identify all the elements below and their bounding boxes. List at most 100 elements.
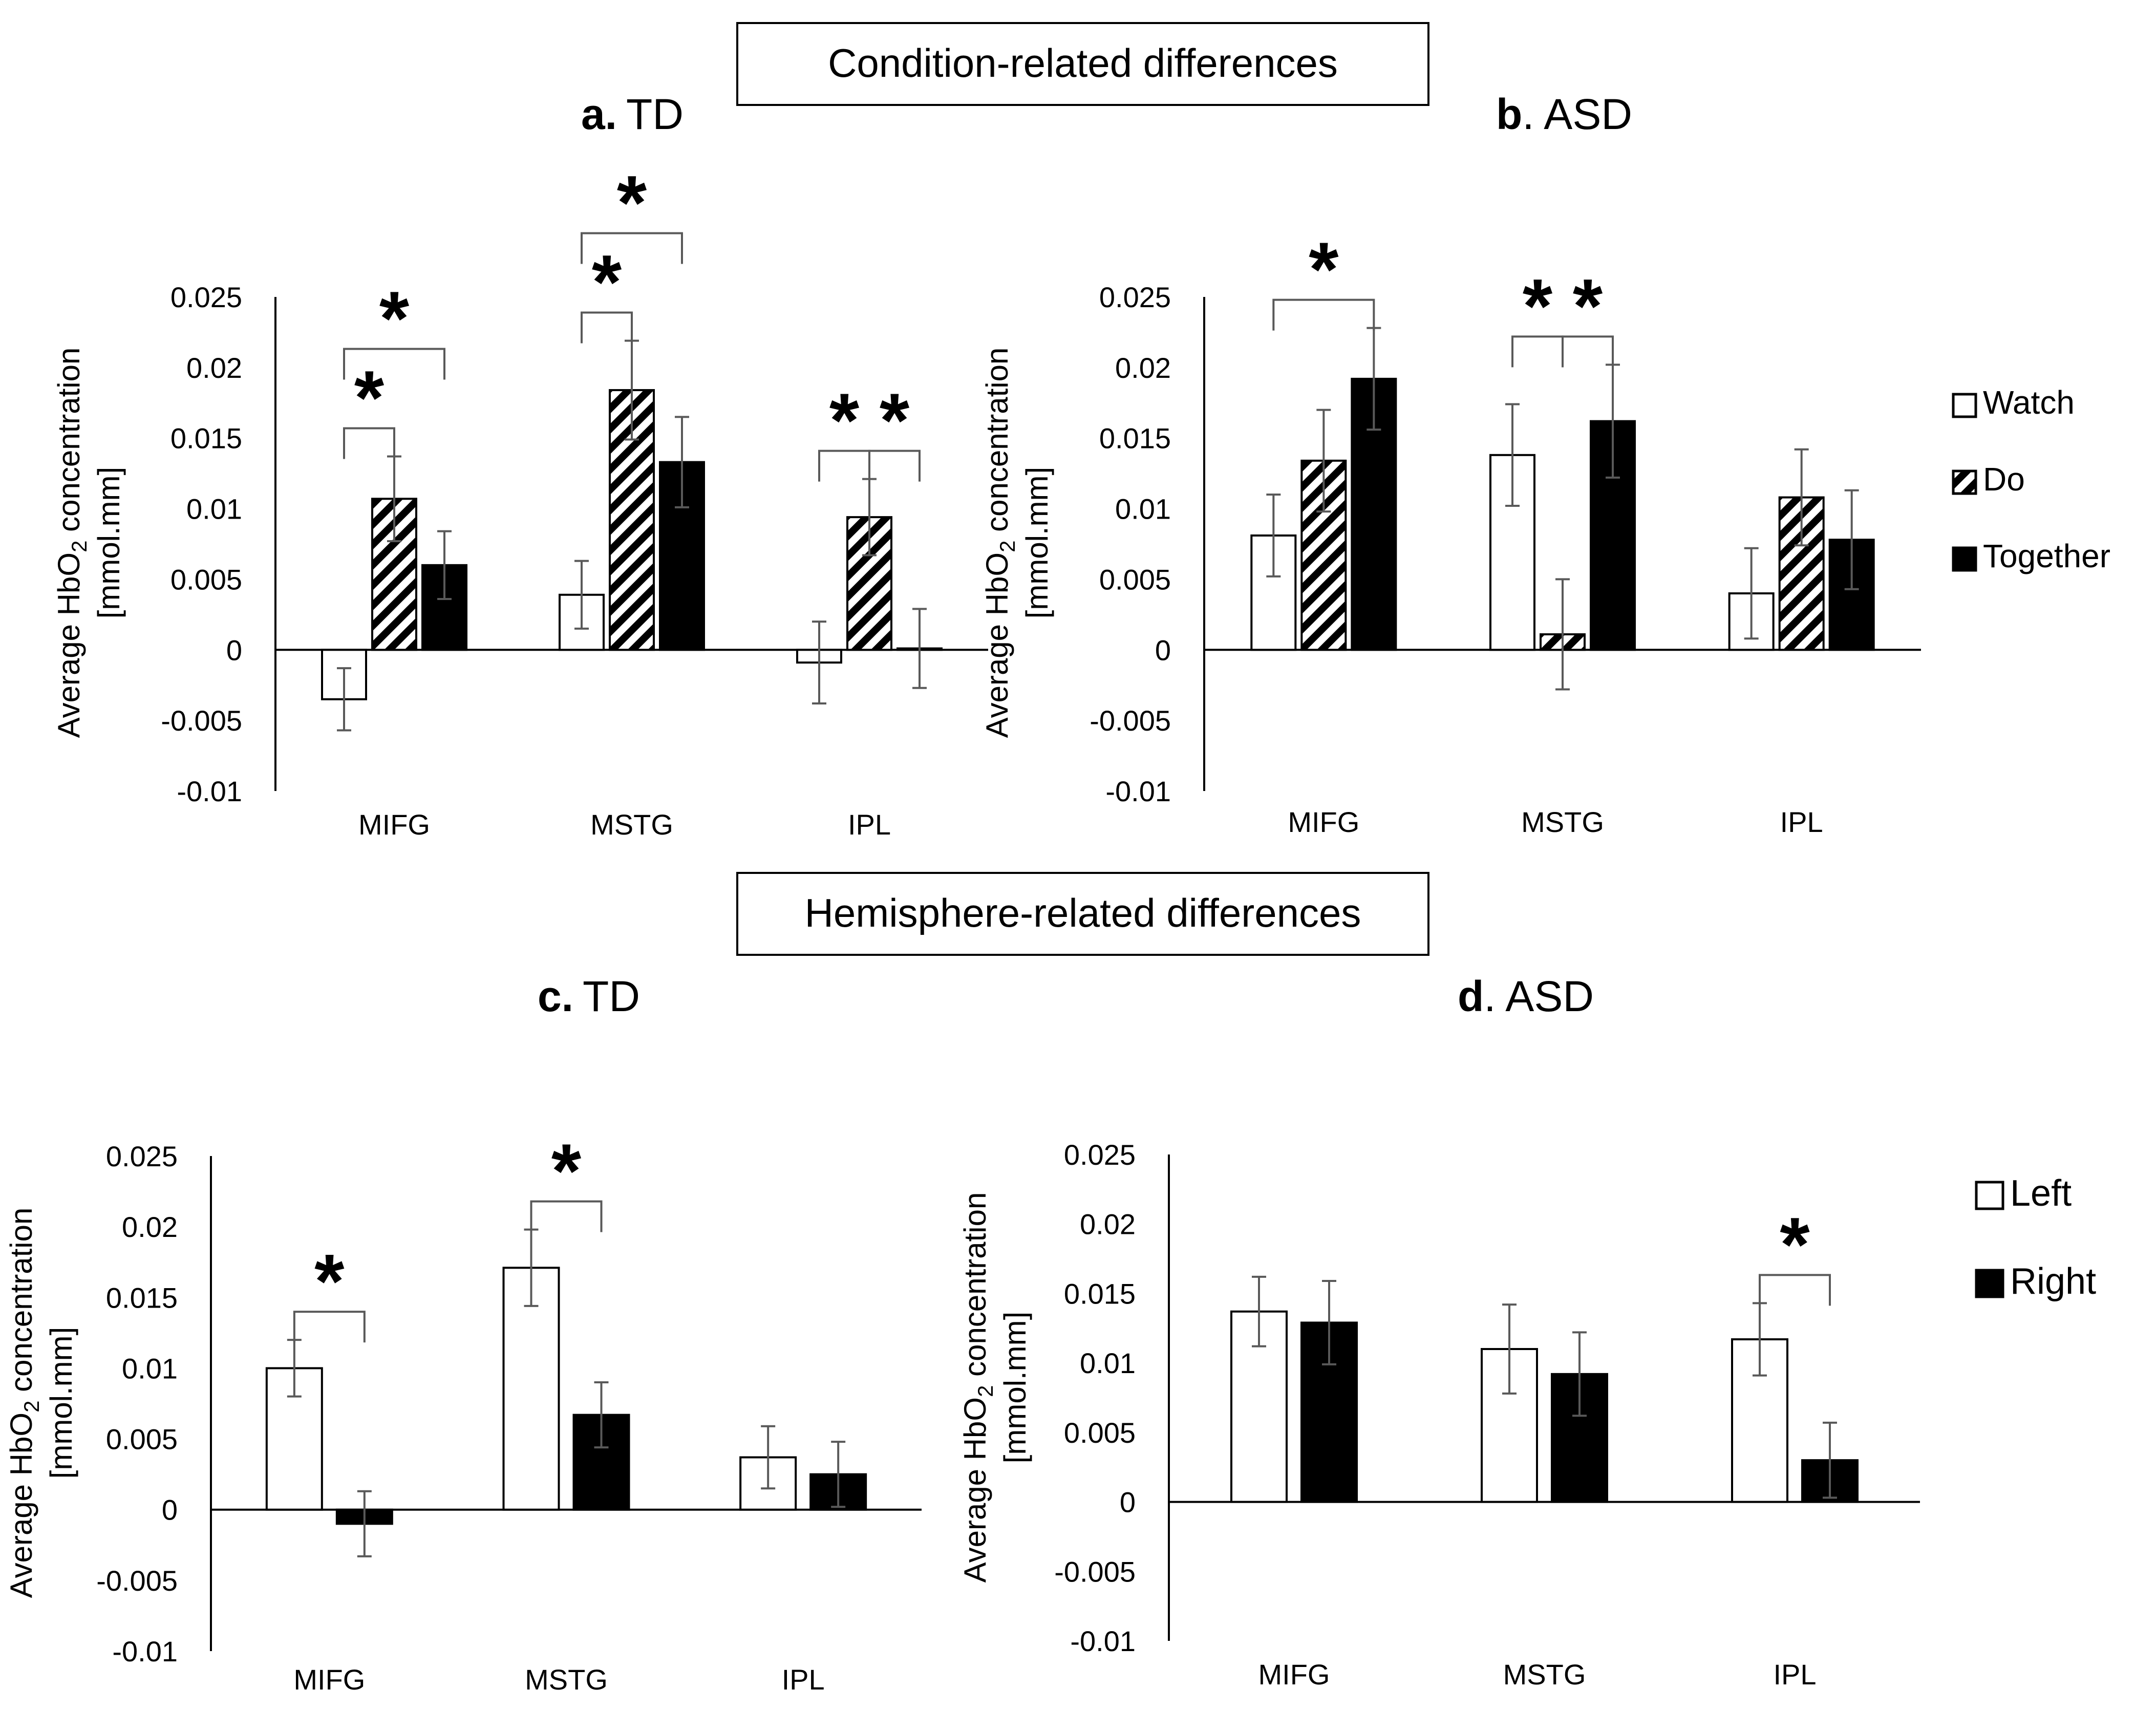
y-tick-label: 0.025	[106, 1140, 178, 1172]
panel-d-letter: d	[1458, 972, 1484, 1020]
significance-asterisk: *	[1309, 226, 1339, 312]
significance-asterisk: *	[1523, 263, 1553, 349]
x-tick-label: MIFG	[293, 1663, 365, 1696]
x-tick-label: MSTG	[590, 808, 673, 841]
y-axis-label: Average HbO2 concentration[mmol.mm]	[4, 1208, 78, 1598]
significance-bracket	[1272, 298, 1375, 331]
y-tick-label: 0.005	[170, 563, 242, 595]
significance-asterisk: *	[1573, 263, 1603, 349]
y-axis-label-subscript: 2	[19, 1401, 44, 1413]
section-condition-title: Condition-related differences	[828, 40, 1338, 85]
y-axis-label-line1: Average HbO	[4, 1413, 38, 1598]
y-tick-label: 0.01	[1080, 1347, 1136, 1379]
y-axis-label: Average HbO2 concentration[mmol.mm]	[52, 348, 126, 738]
y-tick-label: 0.015	[170, 422, 242, 455]
x-tick-label: MSTG	[525, 1663, 608, 1696]
y-tick-label: 0.02	[122, 1211, 178, 1243]
significance-asterisk: *	[617, 159, 647, 245]
y-axis-label-line2: [mmol.mm]	[44, 1327, 78, 1479]
y-tick-label: -0.005	[1054, 1555, 1136, 1588]
y-axis-label-line1-end: concentration	[4, 1208, 38, 1401]
y-tick-label: -0.01	[1070, 1625, 1136, 1657]
legend-swatch-left	[1975, 1181, 2004, 1210]
significance-bracket	[343, 427, 395, 459]
panel-b-letter: b	[1496, 90, 1522, 138]
significance-bracket	[293, 1311, 366, 1343]
panel-a-label: TD	[626, 90, 684, 138]
x-tick-label: IPL	[782, 1663, 825, 1696]
legend-label-do: Do	[1983, 461, 2025, 498]
significance-asterisk: *	[829, 377, 860, 463]
y-tick-label: 0.015	[1064, 1277, 1136, 1310]
legend-label-together: Together	[1983, 538, 2110, 574]
y-tick-label: -0.005	[96, 1565, 178, 1597]
y-axis-label-subscript: 2	[995, 541, 1019, 552]
significance-asterisk: *	[314, 1238, 345, 1324]
significance-bracket	[581, 311, 633, 344]
legend-swatch-watch	[1952, 393, 1977, 418]
x-tick-label: MIFG	[1258, 1658, 1330, 1691]
chart-panel-b: 0.025 0.02 0.015 0.01 0.005 0 -0.005 -0.01 Avera…	[980, 226, 2110, 838]
panel-c-label: TD	[583, 972, 640, 1020]
significance-asterisk: *	[551, 1128, 582, 1214]
panel-c-title: c. TD	[538, 972, 640, 1020]
x-tick-label: MIFG	[1288, 806, 1359, 838]
legend-swatch-do	[1952, 469, 1977, 495]
significance-bracket	[343, 348, 445, 380]
y-axis-label-line2: [mmol.mm]	[998, 1312, 1032, 1464]
y-tick-label: 0.02	[186, 352, 242, 384]
y-tick-label: 0.02	[1080, 1208, 1136, 1241]
y-tick-label: 0	[1155, 634, 1171, 666]
panel-a-title: a. TD	[581, 90, 684, 138]
y-tick-label: 0	[1120, 1486, 1136, 1518]
y-axis-label: Average HbO2 concentration[mmol.mm]	[958, 1192, 1032, 1583]
x-tick-label: MSTG	[1503, 1658, 1586, 1691]
y-tick-label: 0	[226, 634, 242, 666]
x-tick-label: IPL	[848, 808, 891, 841]
significance-bracket	[1562, 335, 1614, 368]
panel-b-title: b. ASD	[1496, 90, 1632, 138]
panel-d-label: . ASD	[1484, 972, 1594, 1020]
section-hemisphere-title: Hemisphere-related differences	[805, 890, 1361, 935]
y-axis-label-line1-end: concentration	[980, 348, 1014, 541]
y-tick-label: 0.025	[1064, 1139, 1136, 1171]
x-tick-label: MSTG	[1521, 806, 1604, 838]
y-tick-label: 0.015	[1099, 422, 1171, 455]
y-tick-label: -0.005	[1090, 704, 1171, 737]
y-axis-label-subscript: 2	[67, 541, 91, 552]
chart-panel-d: 0.025 0.02 0.015 0.01 0.005 0 -0.005 -0.01 Avera…	[958, 1139, 2096, 1691]
y-tick-label: 0.005	[1064, 1417, 1136, 1449]
y-tick-label: 0.01	[186, 493, 242, 525]
significance-asterisk: *	[379, 275, 410, 361]
y-tick-label: -0.01	[1105, 775, 1171, 807]
y-tick-label: 0.015	[106, 1281, 178, 1314]
y-tick-label: 0	[162, 1494, 178, 1526]
significance-bracket	[581, 232, 683, 264]
section-condition: Condition-related differences	[736, 22, 1429, 106]
legend-label-watch: Watch	[1983, 384, 2075, 421]
significance-bracket	[868, 450, 921, 482]
significance-asterisk: *	[1780, 1201, 1810, 1287]
section-condition-box	[736, 22, 1429, 106]
panel-c-letter: c.	[538, 972, 573, 1020]
y-axis-label: Average HbO2 concentration[mmol.mm]	[980, 348, 1054, 738]
panel-d-title: d. ASD	[1458, 972, 1594, 1020]
y-axis-label-line1: Average HbO	[52, 552, 86, 738]
y-tick-label: 0.01	[122, 1352, 178, 1384]
significance-asterisk: *	[354, 355, 385, 441]
x-tick-label: IPL	[1780, 806, 1823, 838]
significance-asterisk: *	[592, 239, 622, 325]
y-axis-label-line1: Average HbO	[980, 552, 1014, 738]
section-hemisphere: Hemisphere-related differences	[736, 872, 1429, 956]
panel-b-label: . ASD	[1522, 90, 1632, 138]
y-axis-label-line1-end: concentration	[52, 348, 86, 541]
y-tick-label: -0.005	[161, 704, 242, 737]
significance-bracket	[530, 1200, 603, 1232]
y-tick-label: 0.02	[1115, 352, 1171, 384]
significance-bracket	[1759, 1274, 1831, 1306]
x-tick-label: IPL	[1773, 1658, 1816, 1691]
bar-left-mstg	[502, 1267, 560, 1511]
legend-label-left: Left	[2010, 1173, 2072, 1214]
y-tick-label: -0.01	[177, 775, 242, 807]
